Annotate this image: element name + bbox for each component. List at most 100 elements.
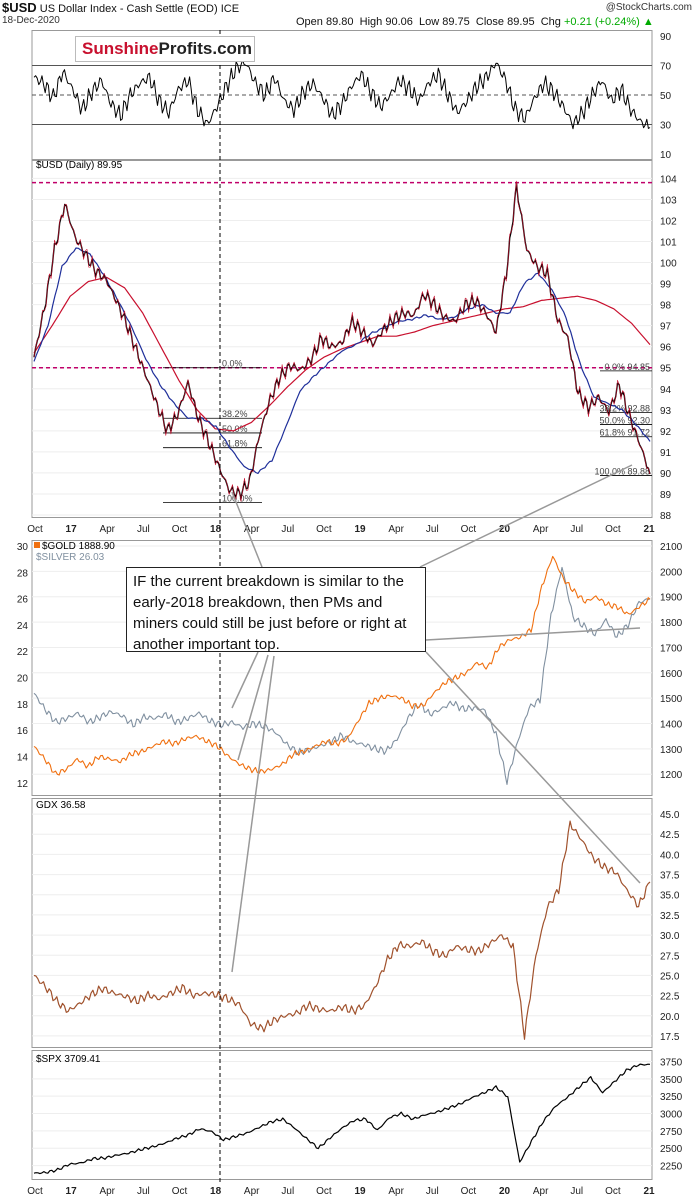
usd-tick-label: 92	[660, 427, 672, 438]
x-tick-label: 19	[354, 524, 366, 535]
panel-frame	[31, 1050, 653, 1180]
gold-legend-label: $GOLD 1888.90	[42, 541, 115, 552]
low-value: 89.75	[442, 16, 470, 28]
gold-tick-label: 1200	[660, 770, 683, 781]
x-tick-label: 20	[499, 524, 511, 535]
rsi-tick-label: 50	[660, 91, 672, 102]
spx-legend-label: $SPX 3709.41	[36, 1054, 101, 1065]
usd-tick-label: 94	[660, 385, 672, 396]
x-tick-label: 19	[354, 1186, 366, 1197]
symbol: $USD	[2, 0, 37, 15]
x-tick-label: Apr	[244, 1186, 260, 1197]
usd-tick-label: 88	[660, 511, 672, 522]
silver-tick-label: 30	[17, 542, 29, 553]
silver-series	[33, 566, 651, 785]
spx-tick-label: 3250	[660, 1092, 683, 1103]
usd-ma-blue	[33, 247, 651, 474]
gdx-tick-label: 45.0	[660, 810, 680, 821]
open-value: 89.80	[325, 16, 354, 28]
x-tick-label: Oct	[461, 524, 477, 535]
gold-tick-label: 1400	[660, 720, 683, 731]
x-tick-label: Oct	[172, 524, 188, 535]
panel-frame	[31, 798, 653, 1048]
spx-tick-label: 3750	[660, 1057, 683, 1068]
gdx-tick-label: 22.5	[660, 992, 680, 1003]
usd-ma-red	[33, 276, 651, 432]
usd-fib-2018-label: 100.0%	[222, 493, 253, 503]
gdx-tick-label: 20.0	[660, 1012, 680, 1023]
silver-tick-label: 24	[17, 621, 29, 632]
usd-fib-2018-label: 61.8%	[222, 439, 248, 449]
rsi-panel: 90 70 50 30 10	[31, 30, 672, 160]
rsi-tick-label: 30	[660, 121, 672, 132]
x-tick-label: Apr	[244, 524, 260, 535]
usd-tick-label: 96	[660, 343, 672, 354]
usd-tick-label: 89	[660, 490, 672, 501]
usd-tick-label: 95	[660, 364, 672, 375]
usd-tick-label: 99	[660, 280, 672, 291]
gold-tick-label: 1500	[660, 694, 683, 705]
gdx-tick-label: 27.5	[660, 951, 680, 962]
usd-tick-label: 93	[660, 406, 672, 417]
gdx-series	[33, 820, 651, 1040]
usd-price-down-bars	[33, 180, 651, 502]
gdx-tick-label: 17.5	[660, 1032, 680, 1043]
usd-panel: 104 103 102 101 100 99 98 97 96 95 94 93 92 91 90 89 88 $…	[27, 160, 677, 535]
x-tick-label: Oct	[461, 1186, 477, 1197]
x-tick-label: Jul	[570, 524, 583, 535]
gdx-tick-label: 25.0	[660, 971, 680, 982]
silver-tick-label: 22	[17, 647, 29, 658]
silver-tick-label: 26	[17, 595, 29, 606]
usd-tick-label: 90	[660, 469, 672, 480]
x-tick-label: 17	[66, 1186, 78, 1197]
instrument-name: US Dollar Index - Cash Settle (EOD)	[39, 3, 218, 15]
x-tick-label: Jul	[281, 524, 294, 535]
silver-legend-label: $SILVER 26.03	[36, 552, 105, 563]
spx-tick-label: 2250	[660, 1162, 683, 1173]
x-tick-label: Apr	[388, 1186, 404, 1197]
silver-tick-label: 14	[17, 752, 29, 763]
usd-tick-label: 103	[660, 195, 677, 206]
x-tick-label: Apr	[533, 1186, 549, 1197]
rsi-tick-label: 90	[660, 32, 672, 43]
x-tick-label: 17	[66, 524, 78, 535]
spx-tick-label: 2500	[660, 1144, 683, 1155]
gdx-tick-label: 37.5	[660, 871, 680, 882]
silver-tick-label: 12	[17, 779, 29, 790]
gdx-panel: 45.0 42.5 40.0 37.5 35.0 32.5 30.0 27.5 25.0 22.5…	[31, 798, 680, 1048]
rsi-series	[33, 59, 651, 130]
high-value: 90.06	[385, 16, 413, 28]
usd-fib-2020-label: 50.0% 92.30	[599, 416, 650, 426]
x-tick-label: Jul	[137, 1186, 150, 1197]
triangle-up-icon: ▲	[642, 16, 654, 28]
x-tick-label: Jul	[426, 1186, 439, 1197]
usd-tick-label: 101	[660, 238, 677, 249]
x-tick-label: Jul	[570, 1186, 583, 1197]
x-tick-label: Apr	[99, 1186, 115, 1197]
x-tick-label: Oct	[27, 524, 43, 535]
usd-fib-2020-label: 0.0% 94.85	[604, 362, 650, 372]
exchange: ICE	[220, 3, 240, 15]
x-tick-label: Oct	[316, 524, 332, 535]
x-tick-label: Jul	[426, 524, 439, 535]
x-tick-label: Apr	[533, 524, 549, 535]
gold-tick-label: 1600	[660, 669, 683, 680]
x-tick-label: Jul	[281, 1186, 294, 1197]
x-tick-label: 21	[643, 524, 655, 535]
x-tick-label: Apr	[99, 524, 115, 535]
gdx-tick-label: 30.0	[660, 931, 680, 942]
usd-fib-2020-label: 100.0% 89.88	[594, 466, 650, 476]
usd-fib-2020-label: 61.8% 91.72	[599, 428, 650, 438]
x-tick-label: Oct	[316, 1186, 332, 1197]
gdx-tick-label: 42.5	[660, 830, 680, 841]
usd-tick-label: 104	[660, 174, 677, 185]
rsi-tick-label: 10	[660, 150, 672, 160]
gdx-legend-label: GDX 36.58	[36, 800, 86, 811]
gold-tick-label: 1900	[660, 593, 683, 604]
annotation-callout: IF the current breakdown is similar to t…	[126, 567, 426, 653]
silver-tick-label: 28	[17, 568, 29, 579]
silver-tick-label: 20	[17, 674, 29, 685]
spx-series	[33, 1063, 651, 1175]
spx-panel: 3750 3500 3250 3000 2750 2500 2250 $SPX 3709.41…	[27, 1050, 683, 1197]
gdx-tick-label: 32.5	[660, 911, 680, 922]
